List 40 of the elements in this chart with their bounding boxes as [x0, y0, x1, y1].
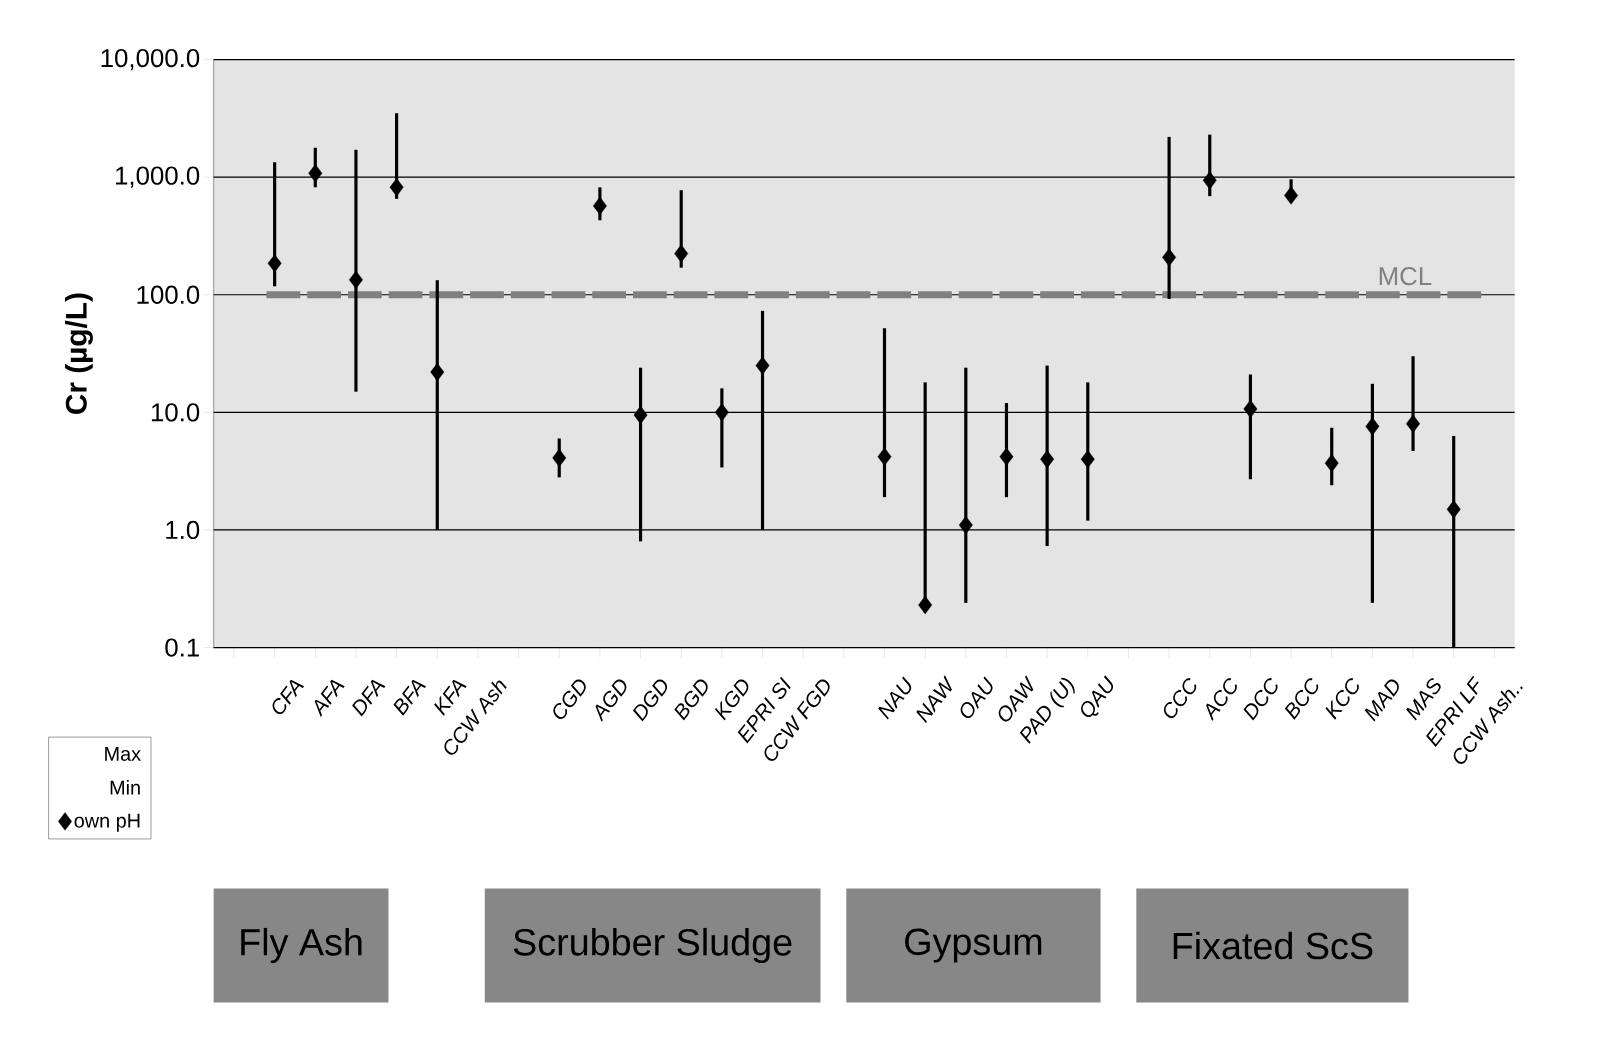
point: [1365, 417, 1380, 436]
point: [1446, 500, 1461, 519]
x-tick-label: CFA: [272, 679, 305, 715]
point: [918, 595, 933, 615]
ref-line-label: MCL: [1379, 267, 1432, 286]
y-tick-label: 1,000.0: [116, 166, 200, 188]
y-tick-label: 10,000.0: [101, 48, 200, 71]
point: [592, 196, 607, 216]
point: [674, 244, 689, 263]
point: [958, 516, 973, 535]
text: Scrubber Sludge: [513, 927, 792, 964]
y-axis-title: Cr (µg/L): [64, 293, 93, 414]
text: Gypsum: [905, 928, 1042, 963]
point: [1284, 186, 1298, 205]
point: [1040, 450, 1055, 469]
point: [349, 270, 363, 290]
point: [1406, 414, 1420, 433]
point: [267, 254, 282, 273]
point: [1080, 450, 1095, 469]
point: [552, 448, 567, 468]
point: [308, 164, 323, 183]
point: [1202, 171, 1217, 190]
point: [430, 363, 445, 382]
point: [1162, 248, 1177, 267]
text: Max: [105, 747, 141, 761]
y-tick-label: 100.0: [137, 285, 200, 304]
text: Fixated ScS: [1173, 931, 1373, 960]
point: [633, 405, 648, 425]
point: [1324, 454, 1339, 473]
y-tick-label: 10.0: [151, 403, 200, 422]
y-tick-label: 0.1: [165, 638, 199, 657]
y-tick-label: 1.0: [166, 520, 200, 540]
text: Min: [110, 780, 140, 795]
point: [1243, 399, 1258, 419]
point: [999, 447, 1014, 466]
point: [755, 356, 770, 375]
legend-label: own pH: [74, 813, 140, 832]
point: [714, 403, 729, 422]
point: [877, 447, 892, 466]
text: Fly Ash: [241, 927, 362, 964]
